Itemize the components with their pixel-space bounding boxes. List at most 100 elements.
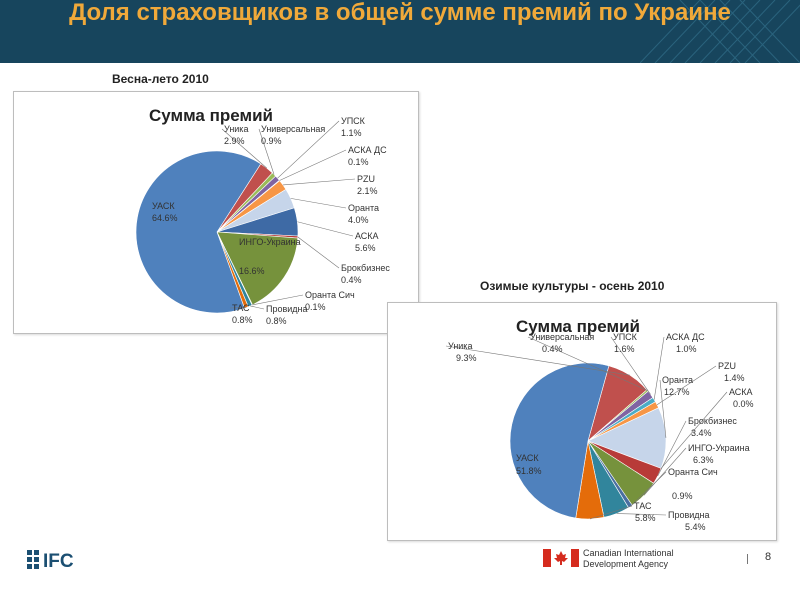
cida-name: Canadian International Development Agenc… [583,548,674,570]
chart1-title: Сумма премий [149,106,273,125]
leader-line-уника [221,128,267,169]
leader-line-аска-дс [653,336,665,400]
leader-line-аска [297,221,354,237]
leader-line-уника [445,345,630,376]
slice-value-оранта-сич: 0.9% [672,491,693,501]
chart1-pie [135,150,299,314]
slice-label-оранта-сич: Оранта Сич [305,290,355,300]
leader-line-провидна [616,513,667,516]
slice-value-аска: 5.6% [355,243,376,253]
slice-value-инго-украина: 6.3% [693,455,714,465]
slice-value-брокбизнес: 3.4% [691,428,712,438]
cida-line1: Canadian International [583,548,674,558]
slice-label-упск: УПСК [613,332,638,342]
slice-label-уника: Уника [224,124,248,134]
leader-line-упск [277,120,340,179]
leader-line-pzu [282,178,356,186]
chart2-leader-lines [445,336,728,520]
slice-label-провидна: Провидна [266,304,308,314]
chart2-frame: Сумма премий Уника 9.3% Универсальная 0.4% У… [387,302,777,541]
pie-slice-уаск [135,150,262,314]
slice-value-pzu: 2.1% [357,186,378,196]
ifc-logo: IFC [26,548,88,575]
leader-line-pzu [656,365,717,406]
pie-slice-уаск [509,362,610,519]
chart1-labels: Уника 2.9% Универсальная 0.9% УПСК 1.1% АСКА Д… [152,116,390,326]
chart2-svg: Сумма премий Уника9.3%Универсальная0.4%У… [445,317,754,532]
slice-label-упск: УПСК [341,116,366,126]
slice-label-уника: Уника [448,341,472,351]
leader-line-брокбизнес [657,420,687,477]
slice-value-оранта-сич: 0.1% [305,302,326,312]
leader-line-оранта [659,379,667,438]
slice-label-оранта: Оранта [662,375,693,385]
header-decoration [640,0,800,63]
slice-value-тас: 5.8% [635,513,656,523]
canada-flag [543,549,579,572]
slice-value-провидна: 5.4% [685,522,706,532]
slice-value-оранта: 4.0% [348,215,369,225]
leader-line-аска-дс [279,149,347,181]
ifc-logo-text: IFC [43,551,74,570]
slice-label-pzu: PZU [357,174,375,184]
header-bar: Доля страховщиков в общей сумме премий п… [0,0,800,63]
slice-label-оранта-сич: Оранта Сич [668,467,718,477]
slice-label-аска: АСКА [729,387,753,397]
slice-value-упск: 1.6% [614,344,635,354]
slice-label-тас: ТАС [232,303,250,313]
slice-value-универсальная: 0.9% [261,136,282,146]
slice-label-универсальная: Универсальная [261,124,325,134]
slice-value-универсальная: 0.4% [542,344,563,354]
chart2-pie [509,362,667,520]
leader-line-оранта-сич [630,471,667,507]
slice-value-уника: 2.9% [224,136,245,146]
slice-label-брокбизнес: Брокбизнес [341,263,390,273]
ifc-logo-icon: IFC [27,550,74,572]
slice-label-тас: ТАС [634,501,652,511]
slice-label-брокбизнес: Брокбизнес [688,416,737,426]
leader-line-универсальная [527,336,648,391]
leader-line-тас [229,307,247,309]
leader-line-аска [660,391,728,469]
leader-line-оранта [290,198,347,209]
slice-value-уаск: 64.6% [152,213,178,223]
slice-value-брокбизнес: 0.4% [341,275,362,285]
maple-leaf-icon [543,549,579,567]
cida-line2: Development Agency [583,559,669,569]
slice-value-тас: 0.8% [232,315,253,325]
slice-label-аска: АСКА [355,231,379,241]
chart2-title: Сумма премий [516,317,640,336]
slice-label-инго-украина: ИНГО-Украина [239,237,301,247]
leader-line-оранта-сич [252,294,304,306]
slice-label-оранта: Оранта [348,203,379,213]
leader-line-провидна [250,305,265,310]
slice-label-уаск: УАСК [516,453,539,463]
page-number: 8 [765,551,772,563]
footer-separator [747,554,748,564]
slice-value-аска: 0.0% [733,399,754,409]
slice-value-упск: 1.1% [341,128,362,138]
pie-slice-инго-украина [216,231,299,306]
slice-value-аска-дс: 1.0% [676,344,697,354]
slice-value-оранта: 12.7% [664,387,690,397]
chart1-frame: Сумма премий Уника 2.9% Универсальная 0.9% У… [13,91,419,334]
slice-value-pzu: 1.4% [724,373,745,383]
slice-label-pzu: PZU [718,361,736,371]
slice-value-уника: 9.3% [456,353,477,363]
slice-label-аска-дс: АСКА ДС [348,145,387,155]
chart2-subtitle: Озимые культуры - осень 2010 [480,279,665,293]
slice-value-уаск: 51.8% [516,466,542,476]
leader-line-инго-украина [643,447,687,496]
slice-label-уаск: УАСК [152,201,175,211]
slice-label-провидна: Провидна [668,510,710,520]
slice-value-провидна: 0.8% [266,316,287,326]
chart1-leader-lines [221,120,356,310]
chart2-labels: Уника 9.3% Универсальная 0.4% УПСК 1.6% АСКА Д… [448,332,754,532]
slice-value-аска-дс: 0.1% [348,157,369,167]
leader-line-брокбизнес [297,236,340,269]
slice-value-инго-украина: 16.6% [239,266,265,276]
leader-line-упск [610,336,651,395]
chart1-svg: Сумма премий Уника2.9%Универсальная0.9%У… [135,106,390,326]
slice-label-аска-дс: АСКА ДС [666,332,705,342]
slice-label-инго-украина: ИНГО-Украина [688,443,750,453]
